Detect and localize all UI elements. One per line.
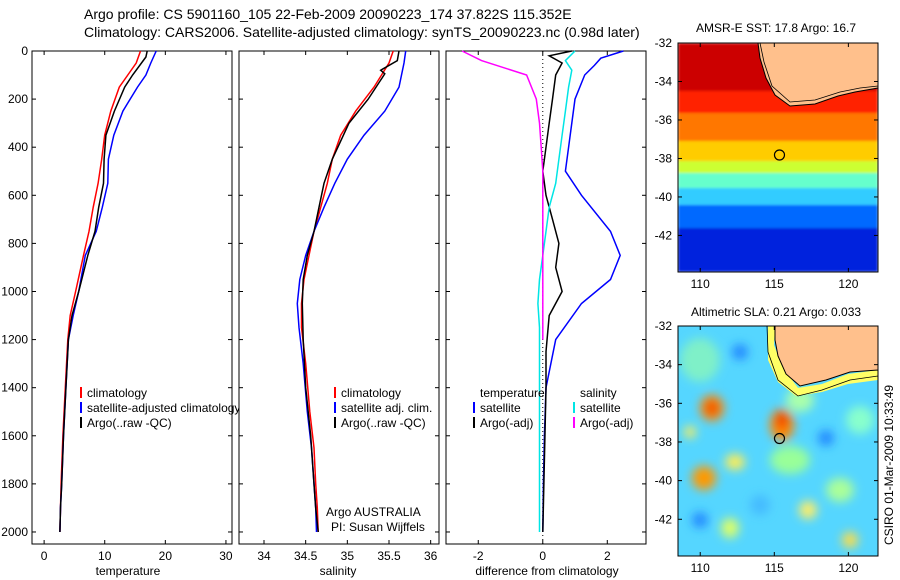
sla-lat-label: -32: [655, 319, 673, 333]
sla-coastal-band: [768, 326, 878, 396]
depth-tick-label: 1000: [1, 284, 28, 298]
sst-map-panel: AMSR-E SST: 17.8 Argo: 16.7 110 115 120 -32…: [655, 21, 879, 291]
temperature-legend-label: satellite-adjusted climatology: [87, 401, 240, 415]
depth-tick-label: 200: [8, 92, 28, 106]
sla-lon-label: 120: [838, 561, 858, 575]
salinity-legend-label: climatology: [341, 386, 401, 400]
salinity-xtick-label: 35.5: [377, 549, 401, 563]
difference-legend: temperaturesatelliteArgo(-adj)salinitysa…: [473, 386, 633, 430]
salinity-annotation-line2: PI: Susan Wijffels: [331, 520, 425, 534]
sst-lat-label: -36: [655, 113, 673, 127]
depth-tick-label: 1600: [1, 429, 28, 443]
temperature-panel: 0 200 400 600 800 1000 1200 1400 1600 1800 2000 0 1…: [1, 44, 240, 578]
depth-axis: 0 200 400 600 800 1000 1200 1400 1600 1800 2000: [1, 44, 232, 539]
difference-x-axis: -2 0 2: [446, 50, 646, 563]
sla-map-title: Altimetric SLA: 0.21 Argo: 0.033: [691, 305, 861, 319]
difference-xtick-label: 2: [604, 549, 611, 563]
temperature-legend-label: Argo(..raw -QC): [87, 416, 172, 430]
temperature-series-argo-raw-qc-: [59, 50, 148, 533]
sla-lat-label: -34: [655, 358, 673, 372]
sla-land-mass: [774, 326, 878, 387]
temperature-plot-frame: [31, 50, 233, 545]
sst-lon-label: 115: [765, 277, 784, 291]
salinity-xtick-label: 34.5: [294, 549, 318, 563]
salinity-xtick-label: 34: [257, 549, 271, 563]
depth-tick-label: 1400: [1, 381, 28, 395]
depth-tick-label: 600: [8, 188, 28, 202]
temperature-legend-label: climatology: [87, 386, 147, 400]
depth-tick-label: 0: [21, 44, 28, 58]
figure-title-line1: Argo profile: CS 5901160_105 22-Feb-2009…: [84, 6, 572, 22]
salinity-xtick-label: 35: [341, 549, 355, 563]
temperature-xtick-label: 10: [98, 549, 112, 563]
sst-lon-label: 120: [838, 277, 858, 291]
depth-tick-label: 1200: [1, 333, 28, 347]
difference-legend-label: satellite: [480, 401, 521, 415]
difference-plot-frame: [445, 50, 647, 545]
salinity-annotation-line1: Argo AUSTRALIA: [326, 505, 421, 519]
sla-lat-label: -36: [655, 396, 673, 410]
temperature-xtick-label: 20: [159, 549, 173, 563]
difference-panel: -2 0 2 temperaturesatelliteArgo(-adj)salin…: [445, 50, 647, 578]
sla-argo-marker: [773, 432, 786, 445]
salinity-series-argo-raw-qc-: [301, 50, 400, 533]
difference-xlabel: difference from climatology: [475, 564, 618, 578]
salinity-plot-frame: [238, 50, 440, 545]
salinity-series-climatology: [300, 50, 394, 533]
sst-argo-marker: [773, 149, 786, 161]
sla-lon-label: 115: [765, 561, 784, 575]
credit-label: CSIRO 01-Mar-2009 10:33:49: [882, 385, 896, 545]
sla-coastline-contour: [766, 326, 878, 397]
difference-legend-label: Argo(-adj): [580, 416, 633, 430]
sla-lat-label: -38: [655, 435, 673, 449]
sla-map-panel: Altimetric SLA: 0.21 Argo: 0.033: [655, 305, 879, 575]
salinity-xlabel: salinity: [320, 564, 357, 578]
sst-map-axes: 110 115 120 -32 -34 -36 -38 -40 -42: [655, 36, 878, 291]
sla-map-frame: [677, 325, 879, 557]
salinity-x-axis: 34 34.5 35 35.5 36: [239, 50, 439, 563]
depth-tick-label: 400: [8, 140, 28, 154]
salinity-legend-label: Argo(..raw -QC): [341, 416, 426, 430]
sst-lat-label: -32: [655, 36, 673, 50]
salinity-xtick-label: 36: [424, 549, 438, 563]
sla-lat-label: -40: [655, 474, 673, 488]
temperature-xtick-label: 0: [41, 549, 48, 563]
sst-lat-label: -42: [655, 228, 673, 242]
difference-legend-label: satellite: [580, 401, 621, 415]
sst-map-frame: [677, 42, 879, 273]
sst-map-title: AMSR-E SST: 17.8 Argo: 16.7: [696, 21, 856, 35]
difference-legend-label: Argo(-adj): [480, 416, 533, 430]
temperature-x-axis: 0 10 20 30: [41, 51, 233, 563]
sst-lon-label: 110: [691, 277, 710, 291]
difference-series-salinity-argo-adj-: [461, 50, 544, 340]
difference-legend-label: temperature: [480, 386, 545, 400]
temperature-xlabel: temperature: [96, 564, 161, 578]
depth-tick-label: 1800: [1, 477, 28, 491]
difference-xtick-label: -2: [473, 549, 484, 563]
sla-lon-label: 110: [691, 561, 710, 575]
sst-lat-label: -40: [655, 190, 673, 204]
difference-series-salinity-satellite: [537, 50, 576, 532]
sst-coastline-contour: [759, 43, 878, 103]
depth-tick-label: 800: [8, 236, 28, 250]
sla-map-axes: 110 115 120 -32 -34 -36 -38 -40 -42: [655, 319, 878, 575]
depth-tick-label: 2000: [1, 525, 28, 539]
salinity-legend-label: satellite adj. clim.: [341, 401, 432, 415]
difference-legend-label: salinity: [580, 386, 617, 400]
difference-xtick-label: 0: [539, 549, 546, 563]
temperature-xtick-label: 30: [219, 549, 233, 563]
figure-title-line2: Climatology: CARS2006. Satellite-adjuste…: [84, 24, 640, 40]
sst-lat-label: -34: [655, 74, 673, 88]
sla-lat-label: -42: [655, 512, 673, 526]
sst-lat-label: -38: [655, 151, 673, 165]
